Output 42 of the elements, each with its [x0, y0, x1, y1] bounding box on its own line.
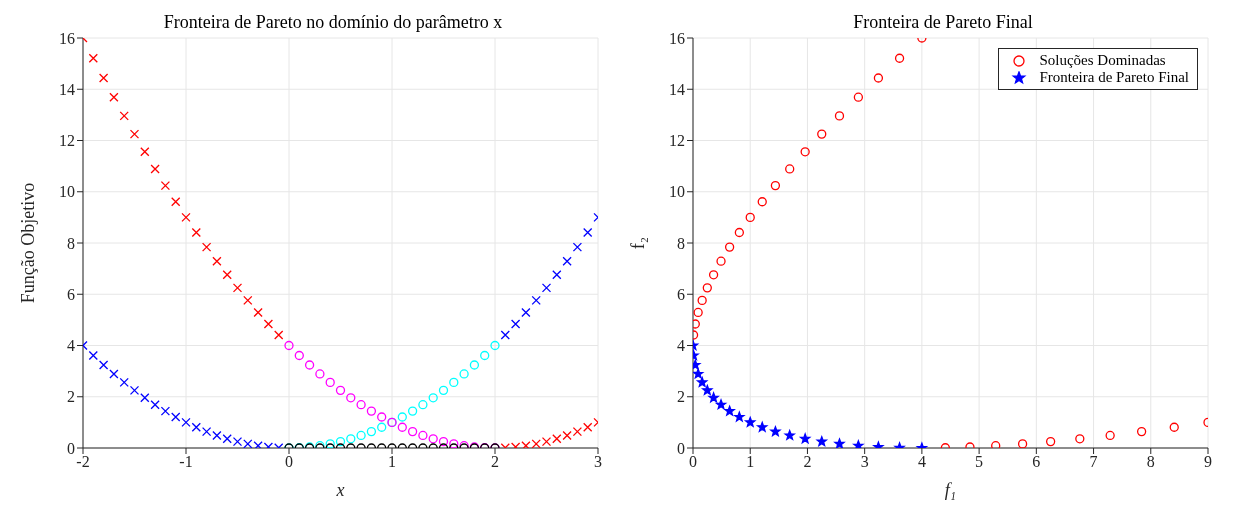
- y-tick-label: 14: [59, 80, 75, 98]
- chart-title: Fronteira de Pareto no domínio do parâmetro x: [163, 12, 503, 32]
- y-tick-label: 6: [677, 285, 685, 303]
- x-tick-label: 5: [975, 453, 984, 471]
- x-tick-label: 1: [388, 453, 396, 471]
- y-tick-label: 10: [59, 183, 75, 201]
- y-tick-label: 14: [669, 80, 685, 98]
- x-tick-label: 2: [803, 453, 812, 471]
- y-tick-label: 0: [677, 439, 685, 457]
- y-tick-label: 16: [59, 29, 75, 47]
- y-tick-label: 4: [67, 337, 75, 355]
- y-tick-label: 0: [67, 439, 75, 457]
- legend-label: Fronteira de Pareto Final: [1039, 69, 1189, 86]
- y-tick-label: 2: [67, 388, 75, 406]
- x-tick-label: 4: [917, 453, 926, 471]
- y-tick-label: 8: [677, 234, 685, 252]
- x-tick-label: -1: [179, 453, 193, 471]
- x-tick-label: 1: [746, 453, 755, 471]
- legend-label: Soluções Dominadas: [1039, 52, 1166, 69]
- chart-title: Fronteira de Pareto Final: [853, 12, 1033, 32]
- y-tick-label: 12: [59, 132, 75, 150]
- x-tick-label: 3: [594, 453, 602, 471]
- y-tick-label: 8: [67, 234, 75, 252]
- x-tick-label: 0: [285, 453, 293, 471]
- y-tick-label: 12: [669, 132, 685, 150]
- y-tick-label: 2: [677, 388, 685, 406]
- x-tick-label: 3: [860, 453, 869, 471]
- y-axis-title: Função Objetivo: [18, 182, 39, 304]
- y-tick-label: 6: [67, 285, 75, 303]
- x-tick-label: 6: [1032, 453, 1041, 471]
- x-axis-title: x: [335, 480, 345, 500]
- x-tick-label: -2: [76, 453, 90, 471]
- x-tick-label: 7: [1089, 453, 1098, 471]
- x-tick-label: 8: [1146, 453, 1155, 471]
- x-tick-label: 2: [491, 453, 499, 471]
- y-tick-label: 16: [669, 29, 685, 47]
- y-tick-label: 4: [677, 337, 685, 355]
- x-tick-label: 0: [689, 453, 697, 471]
- y-axis-title: f₂: [628, 236, 649, 250]
- x-tick-label: 9: [1204, 453, 1212, 471]
- x-axis-title: f₁: [944, 480, 957, 500]
- y-tick-label: 10: [669, 183, 685, 201]
